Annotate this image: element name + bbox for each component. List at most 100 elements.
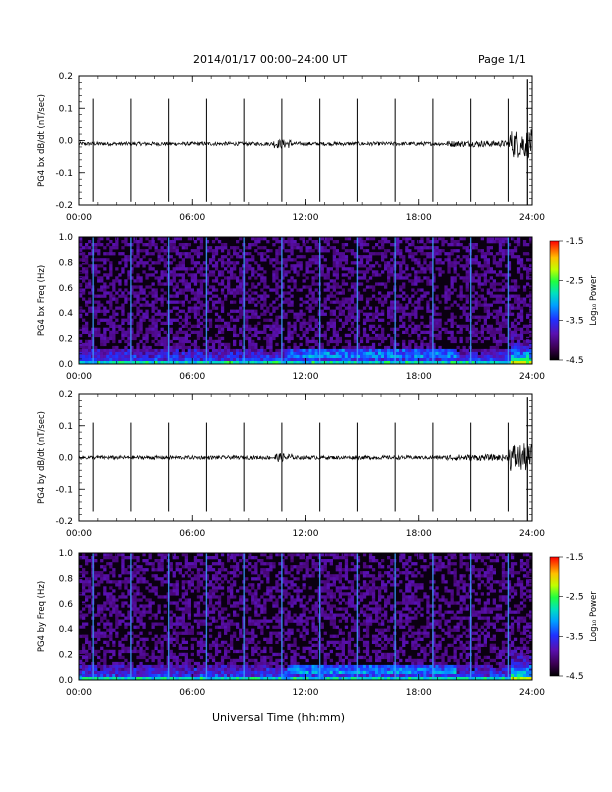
spectrogram-cell <box>326 348 330 353</box>
spectrogram-cell <box>181 677 185 681</box>
spectrogram-cell <box>85 559 89 563</box>
spectrogram-cell <box>136 345 140 350</box>
spectrogram-cell <box>79 285 83 289</box>
spectrogram-cell <box>154 243 158 247</box>
spectrogram-cell <box>112 243 116 247</box>
spectrogram-cell <box>356 261 361 265</box>
spectrogram-cell <box>296 255 300 259</box>
spectrogram-cell <box>148 330 152 334</box>
spectrogram-cell <box>474 358 478 362</box>
spectrogram-cell <box>429 327 433 331</box>
spectrogram-cell <box>169 674 173 678</box>
spectrogram-cell <box>79 613 83 617</box>
y-axis-label: PG4 by dB/dt (nT/sec) <box>37 411 47 504</box>
spectrogram-cell <box>187 306 191 310</box>
spectrogram-cell <box>181 664 185 669</box>
spectrogram-cell <box>332 279 336 283</box>
spectrogram-cell <box>130 267 134 271</box>
spectrogram-cell <box>148 556 152 560</box>
spectrogram-cell <box>396 261 400 265</box>
spectrogram-cell <box>251 309 255 313</box>
spectrogram-cell <box>387 315 391 319</box>
spectrogram-cell <box>323 358 327 362</box>
spectrogram-cell <box>220 273 225 277</box>
spectrogram-cell <box>526 243 530 247</box>
spectrogram-cell <box>420 306 424 310</box>
spectrogram-cell <box>184 246 188 250</box>
spectrogram-cell <box>142 291 146 295</box>
spectrogram-cell <box>251 258 255 262</box>
spectrogram-cell <box>290 288 294 292</box>
spectrogram-cell <box>526 358 530 362</box>
spectrogram-cell <box>160 336 164 341</box>
spectrogram-cell <box>82 592 86 596</box>
spectrogram-cell <box>266 358 270 362</box>
spectrogram-cell <box>181 288 185 292</box>
spectrogram-cell <box>109 622 113 626</box>
spectrogram-cell <box>378 291 382 295</box>
spectrogram-cell <box>100 619 104 623</box>
spectrogram-cell <box>220 348 225 353</box>
spectrogram-cell <box>501 294 506 298</box>
spectrogram-cell <box>85 667 89 672</box>
spectrogram-cell <box>142 637 146 641</box>
spectrogram-cell <box>193 604 198 608</box>
spectrogram-cell <box>368 354 373 359</box>
spectrogram-cell <box>245 291 249 295</box>
spectrogram-cell <box>196 288 201 292</box>
spectrogram-cell <box>353 315 358 319</box>
spectrogram-cell <box>136 255 140 259</box>
spectrogram-cell <box>483 270 487 274</box>
spectrogram-cell <box>227 270 231 274</box>
spectrogram-cell <box>290 267 294 271</box>
spectrogram-cell <box>106 354 110 359</box>
spectrogram-cell <box>423 330 427 334</box>
spectrogram-cell <box>384 294 388 298</box>
spectrogram-cell <box>332 361 336 365</box>
spectrogram-cell <box>456 345 460 350</box>
spectrogram-cell <box>526 339 530 344</box>
spectrogram-cell <box>103 258 107 262</box>
spectrogram-cell <box>109 348 113 353</box>
spectrogram-cell <box>450 240 454 244</box>
spectrogram-cell <box>145 580 149 584</box>
spectrogram-cell <box>387 312 391 316</box>
spectrogram-cell <box>254 312 258 316</box>
spectrogram-cell <box>293 330 297 334</box>
spectrogram-cell <box>284 312 288 316</box>
spectrogram-cell <box>405 237 409 241</box>
spectrogram-cell <box>227 282 231 286</box>
spectrogram-cell <box>88 586 92 590</box>
spectrogram-cell <box>133 574 137 578</box>
spectrogram-cell <box>208 667 213 672</box>
spectrogram-cell <box>305 267 309 271</box>
spectrogram-cell <box>510 336 515 341</box>
spectrogram-cell <box>245 354 249 359</box>
spectrogram-cell <box>233 288 237 292</box>
spectrogram-cell <box>148 354 152 359</box>
spectrogram-cell <box>112 677 116 681</box>
spectrogram-cell <box>335 240 339 244</box>
spectrogram-cell <box>507 327 512 331</box>
spectrogram-cell <box>381 333 385 338</box>
spectrogram-cell <box>169 601 173 605</box>
spectrogram-cell <box>384 240 388 244</box>
spectrogram-cell <box>205 592 210 596</box>
spectrogram-cell <box>184 674 188 678</box>
spectrogram-cell <box>151 354 155 359</box>
spectrogram-cell <box>196 586 201 590</box>
spectrogram-cell <box>121 321 125 325</box>
spectrogram-cell <box>178 273 182 277</box>
spectrogram-cell <box>471 315 475 319</box>
spectrogram-cell <box>426 309 430 313</box>
spectrogram-cell <box>516 339 521 344</box>
spectrogram-cell <box>326 327 330 331</box>
spectrogram-cell <box>121 571 125 575</box>
spectrogram-cell <box>420 252 424 256</box>
spectrogram-cell <box>199 321 204 325</box>
spectrogram-cell <box>501 318 506 322</box>
spectrogram-cell <box>516 294 521 298</box>
spectrogram-cell <box>299 348 303 353</box>
spectrogram-cell <box>239 351 243 356</box>
spectrogram-cell <box>498 297 503 301</box>
